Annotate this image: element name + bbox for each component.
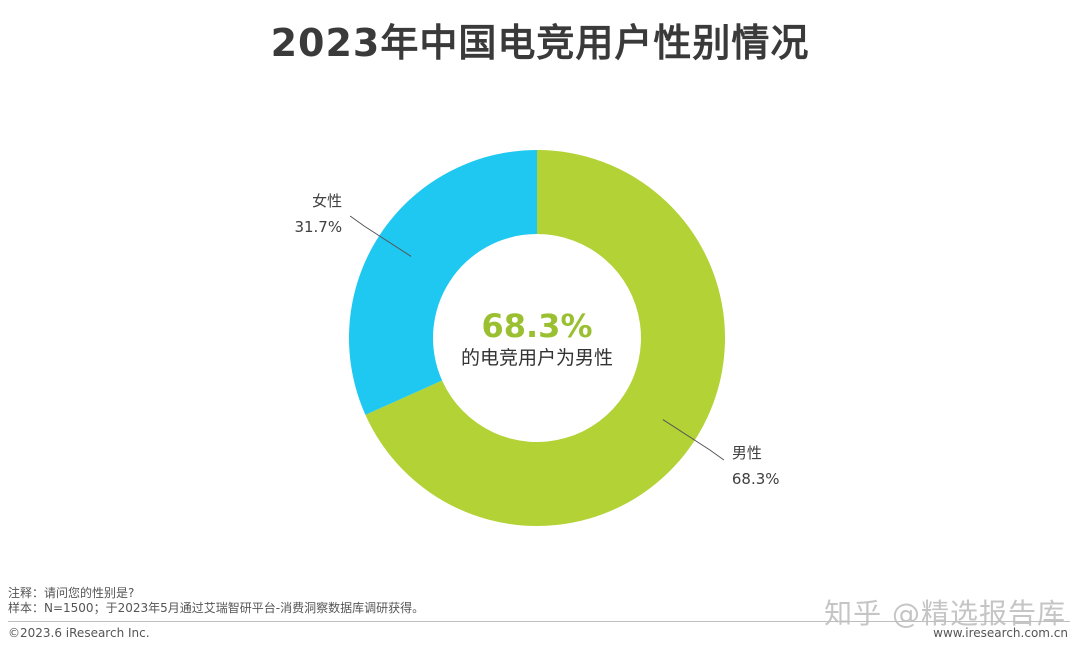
slice-name-label-1: 女性 (312, 192, 342, 210)
footer-divider (8, 621, 1070, 622)
leader-line-0 (662, 419, 725, 461)
slice-name-label-0: 男性 (732, 444, 762, 462)
leader-line-1 (349, 215, 412, 257)
copyright: ©2023.6 iResearch Inc. (8, 626, 150, 640)
labels-layer: 男性 68.3% 女性 31.7% (294, 192, 779, 488)
note-sample: 样本：N=1500；于2023年5月通过艾瑞智研平台-消费洞察数据库调研获得。 (8, 601, 425, 615)
website-link[interactable]: www.iresearch.com.cn (933, 626, 1068, 640)
slices-layer (349, 150, 725, 526)
slice-1 (349, 150, 537, 415)
slice-0 (365, 150, 725, 526)
footnotes: 注释：请问您的性别是? 样本：N=1500；于2023年5月通过艾瑞智研平台-消… (8, 586, 424, 616)
slice-value-label-0: 68.3% (732, 470, 780, 488)
chart-title: 2023年中国电竞用户性别情况 (270, 21, 810, 65)
donut-chart: 男性 68.3% 女性 31.7% 68.3% 的电竞用户为男性 (294, 150, 780, 526)
note-question: 注释：请问您的性别是? (8, 586, 135, 600)
center-caption: 的电竞用户为男性 (461, 347, 613, 369)
center-value: 68.3% (481, 307, 592, 345)
watermark: 知乎 @精选报告库 (824, 597, 1066, 630)
slice-value-label-1: 31.7% (294, 218, 342, 236)
